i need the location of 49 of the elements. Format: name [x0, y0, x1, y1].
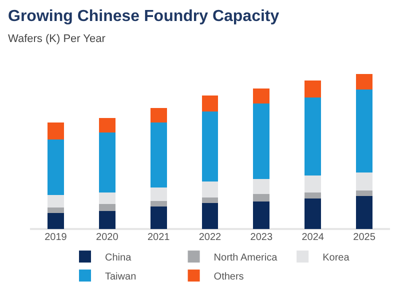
bar — [304, 80, 322, 98]
bar — [47, 207, 64, 213]
bar — [150, 206, 167, 229]
bar — [253, 178, 270, 194]
bar — [98, 211, 116, 229]
legend-label: Korea — [322, 252, 350, 264]
bar — [253, 88, 270, 104]
bar — [98, 118, 116, 132]
bar — [356, 172, 373, 190]
bar — [253, 194, 270, 202]
bar — [150, 201, 167, 207]
x-tick-label: 2023 — [250, 232, 273, 243]
bar — [98, 132, 116, 192]
bar — [356, 89, 373, 172]
legend-label: Taiwan — [105, 271, 136, 282]
bar — [150, 108, 167, 122]
bar — [304, 175, 322, 192]
bar — [304, 97, 322, 176]
bar — [304, 192, 322, 198]
bar — [47, 212, 64, 229]
chart-title: Growing Chinese Foundry Capacity — [8, 8, 280, 25]
chart-subtitle: Wafers (K) Per Year — [8, 32, 106, 45]
bar — [356, 74, 373, 90]
bar — [202, 198, 218, 203]
legend-label: China — [105, 252, 132, 264]
bar — [150, 122, 167, 188]
bar — [47, 122, 64, 140]
bar — [202, 96, 218, 112]
bar — [202, 112, 218, 182]
x-tick-label: 2025 — [353, 232, 376, 243]
x-tick-label: 2019 — [44, 232, 68, 243]
bar — [202, 181, 218, 198]
bar — [47, 194, 64, 208]
bar — [202, 202, 218, 229]
x-tick-label: 2022 — [198, 232, 222, 243]
legend-label: North America — [214, 252, 278, 264]
bar — [98, 204, 116, 212]
bar — [304, 198, 322, 229]
bar — [356, 196, 373, 229]
bar — [47, 140, 64, 195]
x-tick-label: 2020 — [96, 232, 119, 243]
legend-label: Others — [214, 271, 244, 282]
bar — [356, 190, 373, 196]
bar — [150, 188, 167, 202]
x-tick-label: 2024 — [302, 232, 324, 243]
bar — [98, 192, 116, 204]
bar — [253, 201, 270, 229]
bar — [253, 104, 270, 179]
x-tick-label: 2021 — [147, 232, 170, 243]
